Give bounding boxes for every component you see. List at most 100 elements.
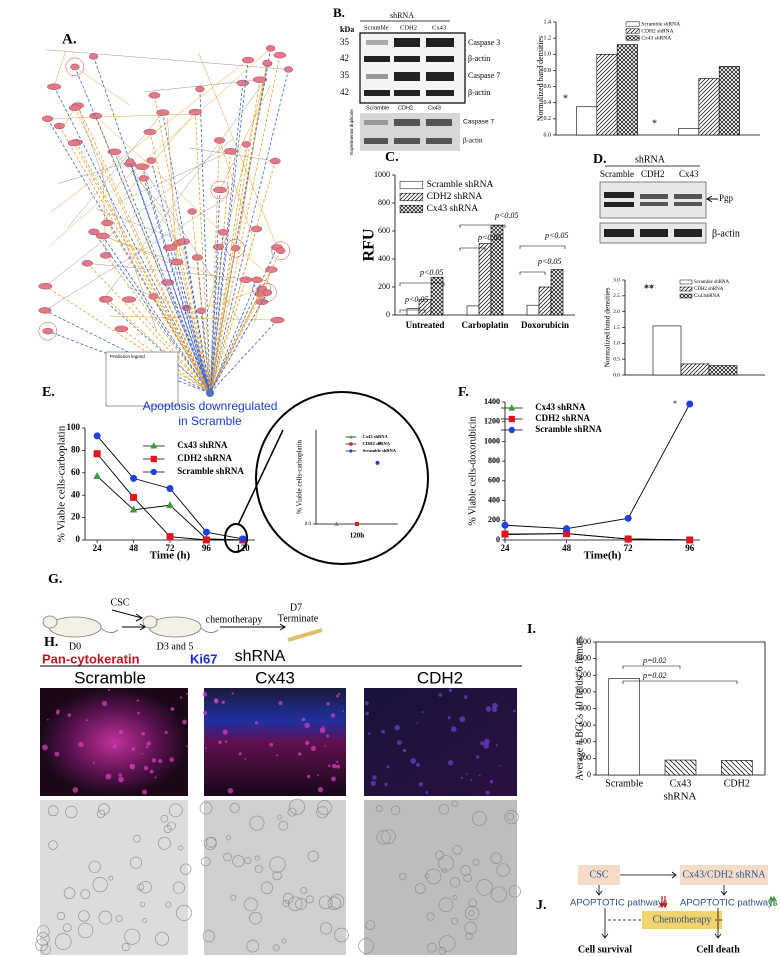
cell-dot [170, 707, 175, 711]
lane-label: Scramble [366, 105, 389, 111]
legend-label: Scramble shRNA [694, 280, 730, 285]
cell-dot [465, 773, 468, 775]
flow-text: APOPTOTIC pathways [570, 898, 668, 909]
edge [183, 241, 211, 394]
tissue-blob [375, 805, 383, 813]
tissue-blob [490, 852, 502, 864]
down-arrows [659, 896, 668, 909]
node [67, 139, 81, 147]
cell-dot [56, 711, 60, 715]
edge [74, 66, 130, 106]
cell-dot [130, 763, 133, 767]
legend-label: Scramble shRNA [363, 448, 397, 453]
tissue-blob [129, 856, 143, 869]
x-tick-label: 72 [166, 543, 176, 553]
edge [53, 50, 67, 87]
band-label: β-actin [712, 228, 740, 239]
annotation: ** [644, 283, 654, 294]
column-title: Scramble [74, 668, 146, 687]
cell-dot [72, 787, 79, 793]
panel-label: A. [62, 31, 77, 47]
edge [209, 69, 289, 394]
y-axis-label: % Viable cells-doxorubicin [467, 416, 478, 525]
legend-swatch [625, 35, 640, 41]
cell-dot [136, 699, 139, 702]
tissue-blob [272, 870, 282, 881]
cell-dot [450, 726, 457, 732]
cell-dot [368, 732, 371, 735]
node [241, 56, 255, 64]
tissue-blob [80, 889, 91, 900]
cell-dot [158, 758, 163, 764]
annotation: p=0.02 [642, 671, 666, 680]
edge [143, 178, 211, 394]
tissue-blob [424, 873, 430, 879]
bar [652, 325, 682, 376]
tissue-blob [77, 922, 94, 939]
tissue-blob [476, 879, 493, 896]
tissue-blob [329, 894, 345, 909]
cell-dot [297, 752, 302, 756]
x-axis-label: Time(h) [584, 550, 622, 562]
tissue-blob [468, 910, 475, 917]
x-tick-label: Cx43 [670, 778, 692, 789]
tissue-blob [260, 881, 273, 894]
edge [45, 138, 234, 287]
size-label: 42 [340, 87, 349, 97]
marker [202, 528, 210, 536]
node [47, 83, 62, 90]
flow-text: Cx43/CDH2 shRNA [682, 869, 766, 880]
edge [254, 269, 272, 323]
cell-dot [338, 692, 341, 696]
y-tick-label: 600 [579, 720, 591, 729]
cell-dot [131, 747, 136, 751]
tissue-blob [273, 944, 280, 951]
y-tick-label: 1.0 [544, 52, 552, 58]
tissue-blob [317, 800, 332, 815]
node [156, 109, 170, 116]
y-tick-label: 0 [587, 770, 591, 779]
tissue-blob [451, 800, 459, 807]
edge [102, 163, 107, 256]
tissue-texture [35, 688, 521, 955]
cell-dot [101, 700, 108, 707]
bar [490, 225, 504, 316]
edge [162, 112, 211, 394]
cell-dot [269, 742, 274, 747]
bar [466, 305, 480, 316]
node [265, 45, 276, 52]
legend-label: Scramble shRNA [641, 21, 680, 27]
marker [501, 521, 509, 529]
y-tick-label: 200 [579, 753, 591, 762]
blot-bands [604, 192, 702, 237]
tissue-blob [160, 815, 169, 823]
legend-swatch [399, 180, 424, 190]
panel-label: G. [48, 572, 62, 587]
node-ring [210, 180, 230, 200]
cell-dot [306, 774, 311, 779]
marker [508, 426, 515, 434]
node [146, 157, 157, 164]
legend-label: Scramble shRNA [427, 180, 494, 190]
size-label: 42 [340, 53, 349, 63]
tissue-blob [327, 896, 341, 910]
cell-dot [448, 688, 453, 693]
node [69, 104, 81, 112]
tissue-blob [376, 830, 391, 845]
band-label: β-actin [463, 137, 483, 145]
edge [67, 112, 164, 228]
tissue-blob [276, 814, 282, 820]
column-title: Cx43 [255, 668, 295, 687]
node [213, 137, 226, 144]
cell-dot [107, 689, 111, 692]
x-tick-label: 120 [236, 543, 250, 553]
cell-dot [485, 790, 490, 795]
marker [563, 530, 571, 538]
node [269, 157, 281, 165]
tissue-blob [180, 863, 192, 875]
tissue-blob [426, 912, 435, 921]
node [188, 108, 202, 116]
bar [596, 53, 618, 136]
y-axis-label: Normalized band densities [536, 36, 545, 121]
node [284, 66, 293, 73]
